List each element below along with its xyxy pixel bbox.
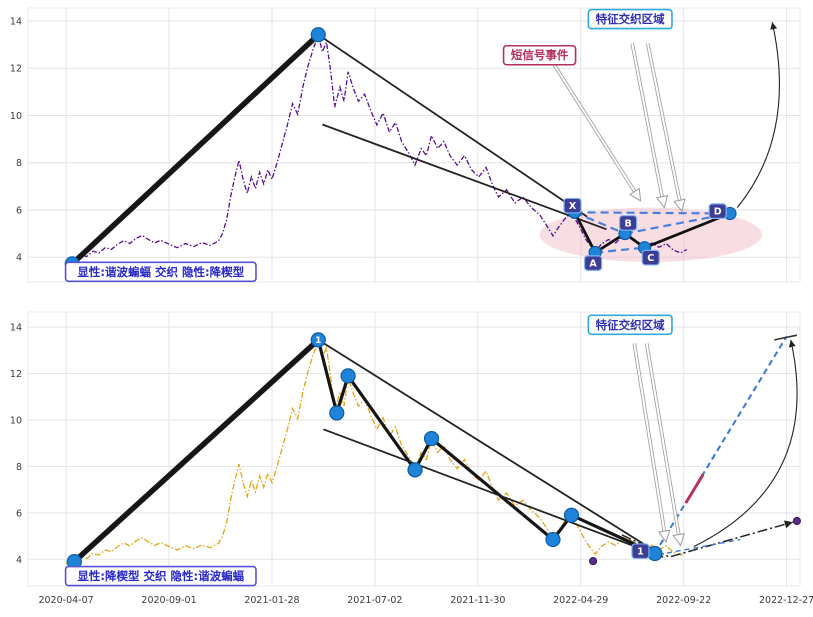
marker-label: 1: [315, 336, 321, 346]
pattern-point-label-box: [631, 543, 650, 560]
point-marker: [310, 332, 326, 348]
x-tick-label: 2022-12-27: [759, 595, 813, 606]
x-tick-label: 2021-11-30: [450, 595, 505, 606]
callout-arrow-head: [655, 195, 669, 209]
y-tick-label: 4: [16, 555, 22, 566]
pattern-point-label: B: [624, 218, 631, 229]
plot-area: [27, 311, 801, 587]
pattern-point-label: 1: [637, 547, 644, 558]
trend-line: [684, 473, 705, 504]
pattern-point-label-box: [619, 215, 638, 231]
y-tick-label: 8: [16, 158, 22, 169]
arrow-head: [784, 520, 793, 529]
price-line: [65, 32, 688, 263]
x-tick-label: 2021-07-02: [347, 595, 402, 606]
annotation-text: 显性:降楔型 交织 隐性:谐波蝙蝠: [77, 569, 244, 583]
annotation-text: 特征交织区域: [596, 12, 665, 26]
pattern-point-label: D: [714, 207, 722, 218]
callout-arrow-shaft: [645, 343, 681, 540]
point-marker: [423, 430, 440, 447]
trend-line: [323, 428, 664, 558]
callout-arrow-head: [673, 198, 686, 213]
y-tick-label: 8: [16, 462, 22, 473]
point-marker: [340, 368, 356, 384]
point-marker: [647, 545, 663, 562]
callout-arrow-head: [672, 533, 685, 547]
pattern-point-label-box: [563, 197, 582, 214]
y-tick-label: 12: [10, 369, 22, 380]
pattern-point-label-box: [641, 249, 660, 266]
annotation-box: [587, 8, 673, 30]
point-marker: [545, 531, 561, 548]
callout-arrow-head: [629, 187, 642, 202]
point-marker: [792, 516, 802, 526]
y-tick-label: 12: [10, 64, 22, 75]
point-marker: [563, 507, 580, 523]
pattern-point-label: C: [647, 253, 654, 264]
trend-line: [71, 337, 322, 565]
annotation-box: [64, 565, 257, 587]
annotation-box: [64, 261, 257, 283]
arrow-head: [770, 22, 778, 30]
point-marker: [329, 405, 345, 421]
curved-annotation-arrow: [736, 22, 780, 208]
x-tick-label: 2020-09-01: [141, 595, 196, 606]
annotation-text: 特征交织区域: [596, 318, 665, 332]
y-tick-label: 10: [10, 415, 22, 426]
point-marker: [310, 27, 326, 43]
trend-line: [317, 339, 658, 554]
point-marker: [589, 557, 598, 566]
x-tick-label: 2020-04-07: [38, 595, 93, 606]
trend-line: [322, 123, 607, 231]
x-tick-label: 2022-09-22: [656, 595, 711, 606]
callout-arrow-shaft: [646, 43, 682, 206]
pattern-point-label-box: [708, 203, 727, 219]
dashed-line: [624, 212, 731, 235]
annotation-box: [502, 44, 577, 66]
y-tick-label: 10: [10, 111, 22, 122]
curved-annotation-arrow: [693, 339, 798, 548]
trend-line: [69, 31, 322, 267]
point-marker: [407, 462, 423, 478]
callout-arrow-shaft: [551, 60, 639, 197]
callout-arrow-shaft: [631, 43, 665, 202]
pattern-point-label: A: [589, 259, 597, 270]
callout-arrow-head: [658, 529, 671, 544]
annotation-text: 显性:谐波蝙蝠 交织 隐性:降楔型: [77, 265, 244, 279]
annotation-box: [587, 314, 673, 336]
price-line: [65, 338, 688, 565]
callout-arrow-shaft: [633, 343, 667, 537]
y-tick-label: 14: [10, 323, 22, 334]
arrow-head: [788, 339, 796, 348]
y-tick-label: 6: [16, 205, 22, 216]
dashed-line: [595, 246, 645, 254]
annotation-text: 短信号事件: [511, 48, 569, 62]
x-tick-label: 2021-01-28: [244, 595, 299, 606]
x-tick-label: 2022-04-29: [553, 595, 608, 606]
dashed-line: [657, 538, 741, 556]
pattern-point-label-box: [584, 255, 603, 271]
trend-line: [317, 33, 588, 218]
dashed-line: [574, 211, 626, 235]
trend-line: [774, 334, 798, 341]
y-tick-label: 6: [16, 508, 22, 519]
y-tick-label: 14: [10, 16, 22, 27]
pattern-point-label: X: [569, 201, 577, 212]
y-tick-label: 4: [16, 253, 22, 264]
subplot-bottom-falling-wedge: 4 6 8 10 12 14 2020-04-07 2020-09-01 2021-01-28 2…: [10, 311, 813, 606]
